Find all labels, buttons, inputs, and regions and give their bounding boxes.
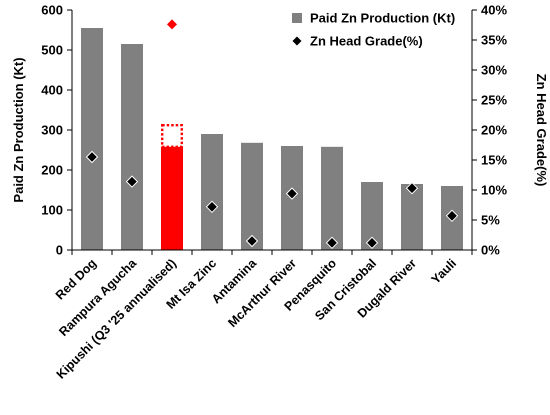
y2-tick-label-3: 15%	[481, 153, 507, 168]
y2-axis-title: Zn Head Grade(%)	[534, 74, 549, 187]
y2-tick-label-7: 35%	[481, 33, 507, 48]
legend-swatch-marker	[292, 36, 302, 46]
grade-marker-1	[85, 150, 99, 164]
y-tick-label-2: 200	[41, 163, 63, 178]
y2-tick-label-8: 40%	[481, 3, 507, 18]
grade-marker-9	[405, 181, 419, 195]
grade-marker-7	[325, 236, 339, 250]
bar-9	[401, 184, 423, 250]
y-tick-label-1: 100	[41, 203, 63, 218]
bar-8	[361, 182, 383, 250]
legend-label-bar: Paid Zn Production (Kt)	[310, 11, 455, 26]
y2-tick-label-2: 10%	[481, 183, 507, 198]
y2-tick-label-1: 5%	[481, 213, 500, 228]
grade-marker-4	[205, 200, 219, 214]
y-tick-label-5: 500	[41, 43, 63, 58]
bar-dashed-extension	[160, 123, 183, 148]
grade-marker-8	[365, 236, 379, 250]
y-tick-label-6: 600	[41, 3, 63, 18]
bar-4	[201, 134, 223, 250]
legend-label-marker: Zn Head Grade(%)	[310, 34, 423, 49]
bar-3	[161, 146, 183, 250]
y2-tick-label-5: 25%	[481, 93, 507, 108]
grade-marker-10	[445, 209, 459, 223]
x-category-label-6: McArthur River	[225, 256, 299, 330]
legend-swatch-bar	[292, 13, 302, 23]
y-tick-label-3: 300	[41, 123, 63, 138]
grade-marker-5	[245, 234, 259, 248]
grade-marker-3	[167, 19, 177, 30]
y-axis-title: Paid Zn Production (Kt)	[11, 57, 26, 202]
y2-tick-label-6: 30%	[481, 63, 507, 78]
bar-1	[81, 28, 103, 250]
y2-tick-label-4: 20%	[481, 123, 507, 138]
bar-5	[241, 142, 263, 250]
grade-marker-2	[125, 175, 139, 188]
y-tick-label-0: 0	[56, 243, 63, 258]
y-tick-label-4: 400	[41, 83, 63, 98]
y2-tick-label-0: 0%	[481, 243, 500, 258]
bar-2	[121, 44, 143, 250]
bar-7	[321, 146, 343, 250]
grade-marker-6	[285, 187, 299, 200]
x-category-label-10: Yauli	[429, 256, 460, 287]
